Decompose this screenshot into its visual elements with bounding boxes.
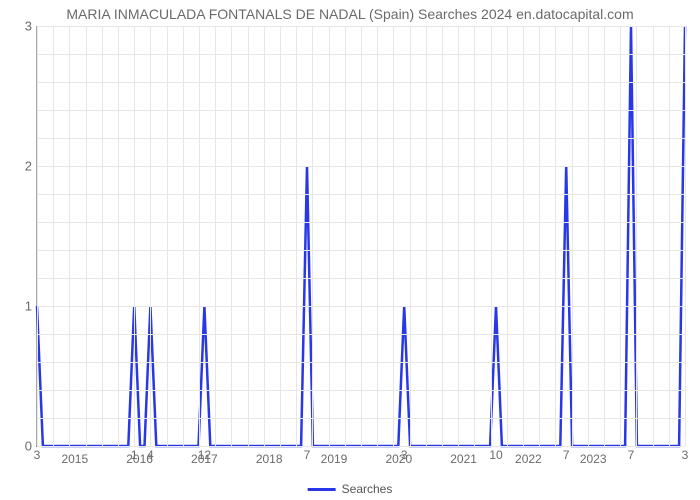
gridline-v bbox=[102, 26, 103, 446]
gridline-v bbox=[426, 26, 427, 446]
gridline-v bbox=[572, 26, 573, 446]
spike-value-label: 1 bbox=[131, 448, 138, 462]
ytick-label: 0 bbox=[18, 439, 32, 454]
xtick-label: 2023 bbox=[580, 452, 607, 466]
xtick-label: 2022 bbox=[515, 452, 542, 466]
gridline-v bbox=[458, 26, 459, 446]
gridline-v bbox=[393, 26, 394, 446]
gridline-v bbox=[215, 26, 216, 446]
spike-value-label: 3 bbox=[401, 448, 408, 462]
gridline-h-major bbox=[37, 446, 685, 447]
gridline-v bbox=[118, 26, 119, 446]
xtick-label: 2019 bbox=[321, 452, 348, 466]
ytick-label: 1 bbox=[18, 299, 32, 314]
gridline-v bbox=[183, 26, 184, 446]
xtick-label: 2018 bbox=[256, 452, 283, 466]
gridline-v bbox=[134, 26, 135, 446]
gridline-v bbox=[555, 26, 556, 446]
gridline-v bbox=[539, 26, 540, 446]
gridline-v bbox=[231, 26, 232, 446]
ytick-label: 3 bbox=[18, 19, 32, 34]
gridline-v bbox=[361, 26, 362, 446]
gridline-v bbox=[280, 26, 281, 446]
gridline-v bbox=[636, 26, 637, 446]
gridline-v bbox=[37, 26, 38, 446]
spike-value-label: 12 bbox=[198, 448, 211, 462]
gridline-v bbox=[507, 26, 508, 446]
gridline-v bbox=[410, 26, 411, 446]
gridline-v bbox=[329, 26, 330, 446]
spike-value-label: 7 bbox=[563, 448, 570, 462]
gridline-v bbox=[685, 26, 686, 446]
gridline-v bbox=[167, 26, 168, 446]
gridline-v bbox=[669, 26, 670, 446]
spike-value-label: 3 bbox=[34, 448, 41, 462]
gridline-v bbox=[150, 26, 151, 446]
spike-value-label: 3 bbox=[682, 448, 689, 462]
gridline-v bbox=[491, 26, 492, 446]
chart-container: MARIA INMACULADA FONTANALS DE NADAL (Spa… bbox=[0, 0, 700, 500]
legend-label: Searches bbox=[342, 482, 393, 496]
ytick-label: 2 bbox=[18, 159, 32, 174]
gridline-v bbox=[86, 26, 87, 446]
legend: Searches bbox=[308, 482, 393, 496]
plot-area: 2015201620172018201920202021202220233141… bbox=[36, 26, 685, 447]
spike-value-label: 4 bbox=[147, 448, 154, 462]
gridline-v bbox=[442, 26, 443, 446]
gridline-v bbox=[523, 26, 524, 446]
spike-value-label: 7 bbox=[628, 448, 635, 462]
spike-value-label: 7 bbox=[304, 448, 311, 462]
gridline-v bbox=[296, 26, 297, 446]
xtick-label: 2021 bbox=[450, 452, 477, 466]
gridline-v bbox=[377, 26, 378, 446]
legend-swatch bbox=[308, 488, 336, 491]
gridline-v bbox=[53, 26, 54, 446]
xtick-label: 2015 bbox=[61, 452, 88, 466]
gridline-v bbox=[248, 26, 249, 446]
spike-value-label: 10 bbox=[489, 448, 502, 462]
gridline-v bbox=[604, 26, 605, 446]
gridline-v bbox=[69, 26, 70, 446]
gridline-v bbox=[620, 26, 621, 446]
gridline-v bbox=[312, 26, 313, 446]
gridline-v bbox=[345, 26, 346, 446]
gridline-v bbox=[474, 26, 475, 446]
gridline-v bbox=[588, 26, 589, 446]
xtick-label: 2020 bbox=[385, 452, 412, 466]
gridline-v bbox=[653, 26, 654, 446]
gridline-v bbox=[199, 26, 200, 446]
chart-title: MARIA INMACULADA FONTANALS DE NADAL (Spa… bbox=[0, 6, 700, 22]
gridline-v bbox=[264, 26, 265, 446]
